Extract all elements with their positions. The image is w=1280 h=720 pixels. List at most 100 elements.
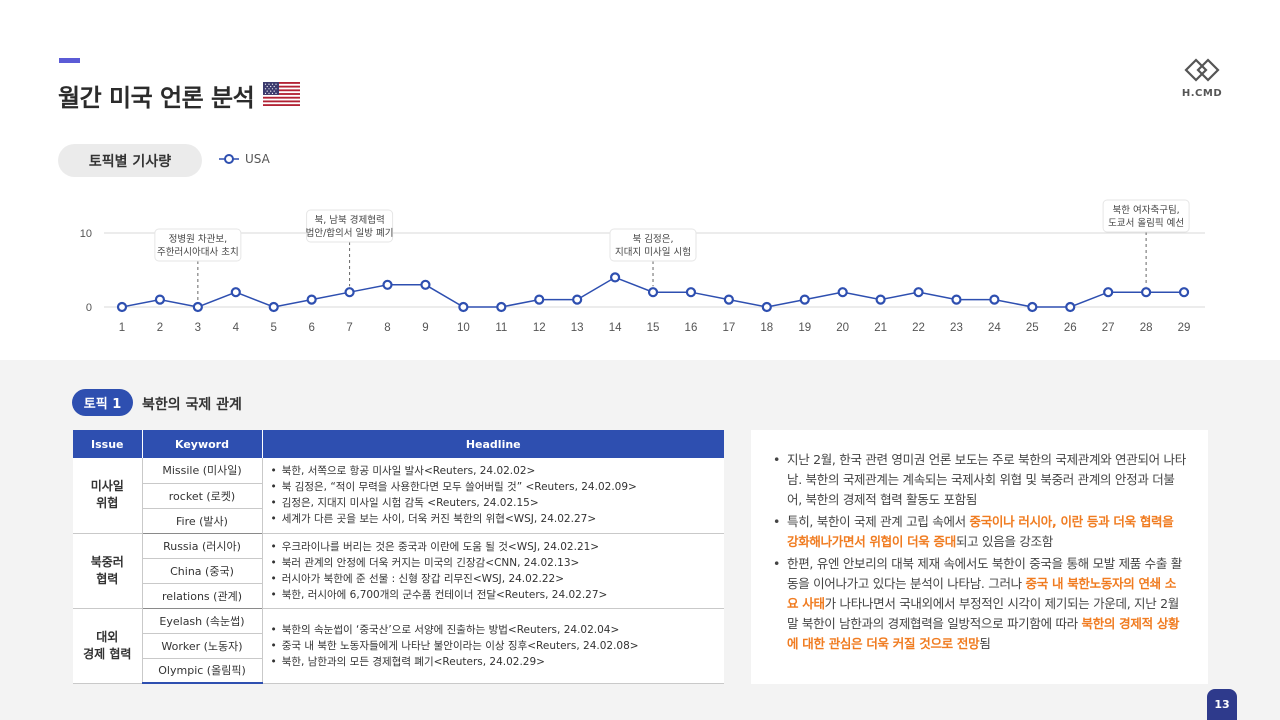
- title-accent-bar: [59, 58, 80, 63]
- data-point: [989, 294, 1000, 305]
- annotation-box: [1102, 199, 1190, 233]
- x-tick-label: 2: [157, 322, 163, 334]
- x-tick-label: 18: [760, 322, 773, 334]
- x-tick-label: 20: [836, 322, 849, 334]
- summary-bullet: 지난 2월, 한국 관련 영미권 언론 보도는 주로 북한의 국제관계와 연관되…: [773, 450, 1186, 510]
- company-logo: H.CMD: [1178, 56, 1226, 102]
- data-point: [572, 294, 583, 305]
- logo-text: H.CMD: [1181, 88, 1223, 99]
- annotation-box: [609, 228, 697, 262]
- page-title: 월간 미국 언론 분석: [58, 84, 255, 112]
- chart-legend: USA: [219, 152, 270, 166]
- keyword-cell: Eyelash (속눈썹): [142, 608, 263, 634]
- data-point: [382, 279, 393, 290]
- headline-item: 북러 관계의 안정에 더욱 커지는 미국의 긴장감<CNN, 24.02.13>: [271, 555, 725, 571]
- x-tick-label: 11: [495, 322, 507, 334]
- x-tick-label: 22: [912, 322, 925, 334]
- annotation-text: 정병원 차관보,: [169, 233, 227, 245]
- annotation-text: 북한 여자축구팀,: [1112, 204, 1179, 216]
- keyword-cell: rocket (로켓): [142, 483, 263, 509]
- topic1-badge: 토픽 1: [72, 389, 133, 416]
- keyword-cell: China (중국): [142, 558, 263, 584]
- x-tick-label: 27: [1102, 322, 1115, 334]
- annotation-text: 주한러시아대사 초치: [157, 246, 239, 258]
- keyword-cell: Missile (미사일): [142, 458, 263, 484]
- data-point: [837, 287, 848, 298]
- x-tick-label: 25: [1026, 322, 1039, 334]
- x-tick-label: 29: [1178, 322, 1191, 334]
- table-header-keyword: Keyword: [142, 430, 263, 458]
- x-tick-label: 15: [647, 322, 660, 334]
- x-tick-label: 23: [950, 322, 963, 334]
- headline-item: 러시아가 북한에 준 선물 : 신형 장갑 리무진<WSJ, 24.02.22>: [271, 571, 725, 587]
- annotation-text: 법안/합의서 일방 폐기: [306, 227, 394, 239]
- data-point: [116, 301, 128, 313]
- table-header-headline: Headline: [262, 430, 724, 458]
- annotation-text: 지대지 미사일 시험: [615, 247, 691, 258]
- data-point: [761, 301, 772, 313]
- annotation-text: 북, 남북 경제협력: [314, 214, 384, 226]
- y-tick-label: 10: [80, 228, 92, 240]
- x-tick-label: 8: [384, 322, 390, 334]
- x-tick-label: 16: [685, 322, 698, 334]
- headline-list-missile: 북한, 서쪽으로 항공 미사일 발사<Reuters, 24.02.02> 북 …: [262, 458, 725, 534]
- issue-nk-china-russia-cooperation: 북중러 협력: [73, 533, 143, 609]
- x-tick-label: 9: [422, 322, 428, 334]
- data-point: [534, 294, 545, 305]
- x-tick-label: 24: [988, 322, 1001, 334]
- headline-list-economic: 북한의 속눈썹이 ‘중국산’으로 서양에 진출하는 방법<Reuters, 24…: [262, 608, 725, 684]
- keyword-cell: Russia (러시아): [142, 533, 263, 559]
- headline-item: 북한, 서쪽으로 항공 미사일 발사<Reuters, 24.02.02>: [271, 463, 725, 479]
- headline-item: 세계가 다른 곳을 보는 사이, 더욱 커진 북한의 위협<WSJ, 24.02…: [271, 511, 725, 527]
- x-tick-label: 26: [1064, 322, 1077, 334]
- table-header-issue: Issue: [73, 430, 143, 458]
- issue-keyword-table: Issue Keyword Headline 미사일 위협 Missile (미사…: [73, 430, 724, 684]
- data-point: [723, 294, 734, 305]
- summary-bullet: 특히, 북한이 국제 관계 고립 속에서 중국이나 러시아, 이란 등과 더욱 …: [773, 512, 1186, 552]
- annotation-box: [154, 228, 242, 262]
- x-tick-label: 13: [571, 322, 584, 334]
- keyword-cell: Olympic (올림픽): [142, 658, 263, 684]
- headline-item: 북한의 속눈썹이 ‘중국산’으로 서양에 진출하는 방법<Reuters, 24…: [271, 622, 725, 638]
- annotation-text: 북 김정은,: [633, 233, 674, 245]
- x-tick-label: 14: [609, 322, 622, 334]
- data-point: [647, 287, 659, 298]
- annotation-box: [306, 209, 394, 243]
- keyword-cell: relations (관계): [142, 583, 263, 609]
- data-point: [1178, 287, 1190, 298]
- topic1-title: 북한의 국제 관계: [142, 397, 242, 413]
- page-number: 13: [1207, 689, 1237, 720]
- data-point: [1027, 301, 1038, 313]
- data-point: [1103, 287, 1114, 298]
- data-point: [799, 294, 810, 305]
- x-tick-label: 19: [798, 322, 811, 334]
- x-tick-label: 10: [457, 322, 470, 334]
- data-point: [192, 301, 203, 313]
- data-point: [875, 294, 886, 305]
- x-tick-label: 12: [533, 322, 546, 334]
- x-tick-label: 28: [1140, 322, 1153, 334]
- headline-item: 북 김정은, “적이 무력을 사용한다면 모두 쓸어버릴 것” <Reuters…: [271, 479, 725, 495]
- data-point: [306, 294, 317, 305]
- data-point: [685, 287, 697, 298]
- x-tick-label: 21: [874, 322, 887, 334]
- y-tick-label: 0: [86, 302, 92, 314]
- keyword-cell: Worker (노동자): [142, 633, 263, 659]
- summary-highlight: 중국 내 북한노동자의 연쇄 소요 사태: [787, 576, 1177, 611]
- summary-highlight: 북한의 경제적 상황에 대한 관심은 더욱 커질 것으로 전망: [787, 616, 1180, 651]
- summary-bullet: 한편, 유엔 안보리의 대북 제재 속에서도 북한이 중국을 통해 모발 제품 …: [773, 554, 1186, 654]
- annotation-text: 도쿄서 올림픽 예선: [1108, 217, 1184, 229]
- x-tick-label: 17: [722, 322, 735, 334]
- topic-volume-pill: 토픽별 기사량: [58, 144, 202, 177]
- keyword-cell: Fire (발사): [142, 508, 263, 534]
- data-point: [230, 287, 241, 298]
- us-flag-icon: [263, 82, 300, 106]
- x-tick-label: 3: [195, 322, 201, 334]
- hcmd-logo-icon: [1184, 58, 1220, 82]
- headline-item: 북한, 남한과의 모든 경제협력 폐기<Reuters, 24.02.29>: [271, 654, 725, 670]
- summary-highlight: 중국이나 러시아, 이란 등과 더욱 협력을 강화해나가면서 위협이 더욱 증대: [787, 514, 1174, 549]
- issue-external-economic-cooperation: 대외 경제 협력: [73, 608, 143, 684]
- data-point: [1065, 301, 1076, 313]
- data-point: [496, 301, 507, 313]
